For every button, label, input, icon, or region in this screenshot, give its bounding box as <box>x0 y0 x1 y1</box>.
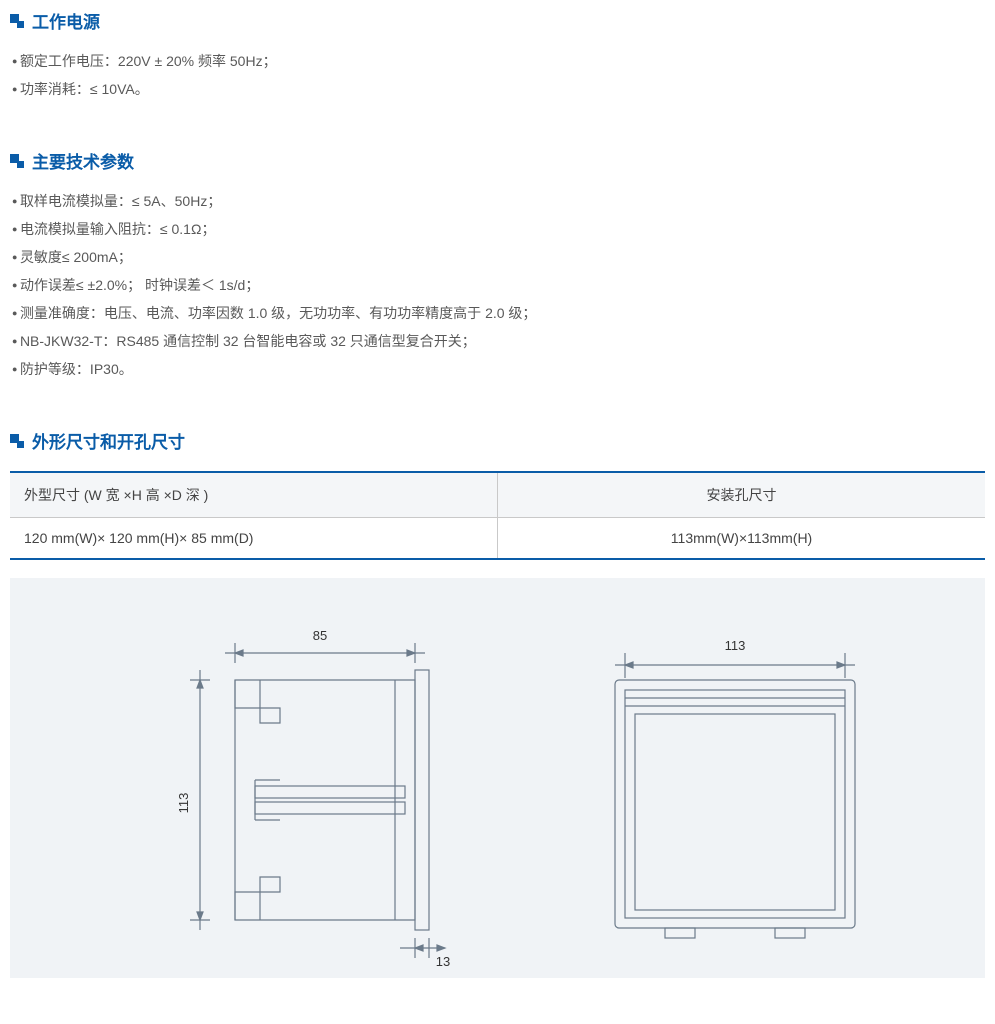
squares-icon <box>10 14 24 28</box>
list-item: 取样电流模拟量：≤ 5A、50Hz； <box>10 187 985 215</box>
list-item: 功率消耗：≤ 10VA。 <box>10 75 985 103</box>
list-item: 动作误差≤ ±2.0%； 时钟误差＜ 1s/d； <box>10 271 985 299</box>
dim-label-depth-13: 13 <box>436 954 450 969</box>
dim-label-height-113: 113 <box>176 793 191 814</box>
section-tech-params: 主要技术参数 取样电流模拟量：≤ 5A、50Hz； 电流模拟量输入阻抗：≤ 0.… <box>10 148 985 383</box>
cell-mounting-value: 113mm(W)×113mm(H) <box>498 518 986 560</box>
cell-outline-value: 120 mm(W)× 120 mm(H)× 85 mm(D) <box>10 518 498 560</box>
list-item: 测量准确度：电压、电流、功率因数 1.0 级，无功功率、有功功率精度高于 2.0… <box>10 299 985 327</box>
section-title: 主要技术参数 <box>32 148 134 173</box>
left-view-drawing: 85 113 13 <box>140 608 470 988</box>
table-row: 120 mm(W)× 120 mm(H)× 85 mm(D) 113mm(W)×… <box>10 518 985 560</box>
column-header-mounting: 安装孔尺寸 <box>498 472 986 518</box>
section-header: 外形尺寸和开孔尺寸 <box>10 428 985 453</box>
column-header-outline: 外型尺寸 (W 宽 ×H 高 ×D 深 ) <box>10 472 498 518</box>
section-title: 工作电源 <box>32 8 100 33</box>
bullet-list: 额定工作电压：220V ± 20% 频率 50Hz； 功率消耗：≤ 10VA。 <box>10 47 985 103</box>
section-header: 主要技术参数 <box>10 148 985 173</box>
table-header-row: 外型尺寸 (W 宽 ×H 高 ×D 深 ) 安装孔尺寸 <box>10 472 985 518</box>
list-item: 灵敏度≤ 200mA； <box>10 243 985 271</box>
bullet-list: 取样电流模拟量：≤ 5A、50Hz； 电流模拟量输入阻抗：≤ 0.1Ω； 灵敏度… <box>10 187 985 383</box>
section-title: 外形尺寸和开孔尺寸 <box>32 428 185 453</box>
list-item: NB-JKW32-T：RS485 通信控制 32 台智能电容或 32 只通信型复… <box>10 327 985 355</box>
squares-icon <box>10 154 24 168</box>
squares-icon <box>10 434 24 448</box>
section-dimensions: 外形尺寸和开孔尺寸 外型尺寸 (W 宽 ×H 高 ×D 深 ) 安装孔尺寸 12… <box>10 428 985 978</box>
section-header: 工作电源 <box>10 8 985 33</box>
dimension-diagram: 85 113 13 <box>10 578 985 978</box>
list-item: 额定工作电压：220V ± 20% 频率 50Hz； <box>10 47 985 75</box>
list-item: 电流模拟量输入阻抗：≤ 0.1Ω； <box>10 215 985 243</box>
section-power: 工作电源 额定工作电压：220V ± 20% 频率 50Hz； 功率消耗：≤ 1… <box>10 8 985 103</box>
right-view-drawing: 113 <box>570 618 900 978</box>
dimensions-table: 外型尺寸 (W 宽 ×H 高 ×D 深 ) 安装孔尺寸 120 mm(W)× 1… <box>10 471 985 560</box>
list-item: 防护等级：IP30。 <box>10 355 985 383</box>
dim-label-width-85: 85 <box>313 628 327 643</box>
dim-label-front-113: 113 <box>725 638 746 653</box>
